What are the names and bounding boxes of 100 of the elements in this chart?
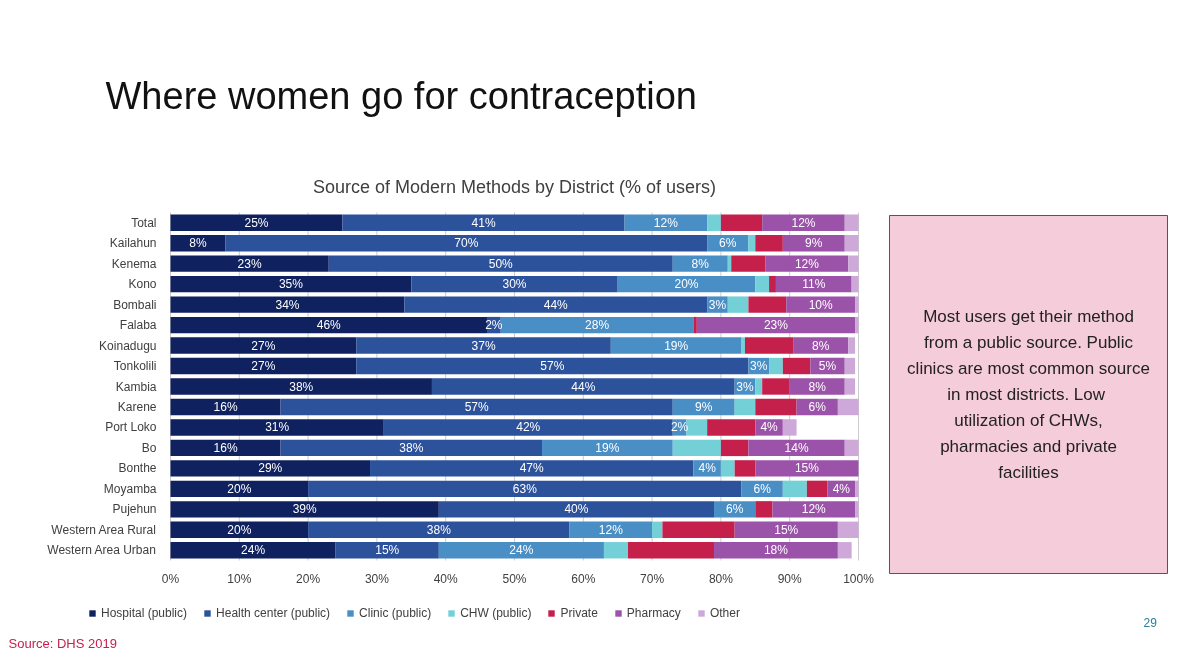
data-label: 30% [502,277,527,292]
bar [720,460,735,477]
bar [789,378,845,395]
bar [837,521,859,538]
bar [837,398,859,416]
data-label: 39% [292,502,317,517]
bar [806,480,828,498]
y-tick-label: Bo [141,440,157,455]
bar [720,214,763,231]
x-tick-label: 20% [296,571,321,586]
bar [610,337,742,354]
data-label: 3% [736,379,754,394]
bar [782,357,811,375]
bar [714,542,838,559]
data-label: 24% [241,543,266,558]
legend-label: Private [560,606,598,620]
bar [342,214,625,231]
bar [170,419,384,436]
data-label: 25% [244,215,269,230]
data-label: 20% [674,277,699,292]
bar [170,439,281,457]
data-label: 9% [695,399,713,414]
data-label: 11% [802,277,826,292]
bar [672,439,721,457]
bar [769,357,783,375]
bar [308,521,570,538]
y-tick-label: Bonthe [118,461,157,476]
bar [855,296,859,313]
bar [727,255,732,272]
bar [844,235,859,252]
data-label: 16% [213,399,238,414]
data-label: 44% [571,379,596,394]
bar [762,378,790,395]
bar [855,316,859,334]
bar [308,480,742,498]
bar [848,255,859,272]
data-label: 6% [725,502,744,517]
data-label: 46% [316,318,342,333]
bar [741,337,745,354]
data-label: 24% [509,543,534,558]
bar [170,398,281,416]
data-label: 4% [698,461,717,476]
y-tick-label: Total [131,215,157,230]
x-tick-label: 30% [364,571,390,586]
bar [837,542,852,559]
legend-label: Health center (public) [216,606,331,620]
bar [170,255,329,272]
bar [280,439,543,457]
bar [755,235,783,252]
text: 29 [1143,616,1158,630]
bar [693,316,697,334]
data-label: 38% [399,440,424,455]
bar [170,275,412,293]
bar [734,521,838,538]
source-note: Source: DHS 2019 [8,636,117,651]
y-tick-label: Kambia [115,379,157,394]
y-tick-label: Kono [128,277,157,292]
bar [170,460,371,477]
x-tick-label: 100% [843,571,875,586]
y-tick-label: Falaba [119,318,157,333]
data-label: 23% [237,256,262,271]
bar [170,501,439,518]
bar [170,521,309,538]
bar [603,542,629,559]
y-tick-label: Koinadugu [99,338,157,353]
bar [844,439,859,457]
data-label: 12% [794,256,820,271]
bar [170,357,357,375]
bar [755,275,770,293]
chart-title: Where women go for contraception [105,74,697,117]
bar [782,419,797,436]
data-label: 35% [278,277,304,292]
y-tick-label: Karene [117,399,157,414]
data-label: 27% [251,359,276,374]
x-tick-label: 80% [708,571,734,586]
bar [170,214,343,231]
bar [707,419,756,436]
bar [720,439,749,457]
bar [383,419,673,436]
bar [848,337,856,354]
bar [438,501,715,518]
bar [170,480,309,498]
data-label: 57% [540,359,565,374]
y-tick-label: Tonkolili [113,359,157,374]
legend-label: Other [709,606,740,620]
bar [672,255,728,272]
bar [786,296,856,313]
y-tick-label: Western Area Rural [51,522,156,537]
bar [769,275,776,293]
data-label: 8% [811,338,830,353]
data-label: 15% [794,461,820,476]
bar [748,296,787,313]
data-label: 6% [808,399,827,414]
data-label: 14% [784,440,809,455]
bar [356,357,749,375]
data-label: 19% [595,440,620,455]
data-label: 20% [227,522,252,537]
data-label: 40% [564,502,589,517]
chart-subtitle: Source of Modern Methods by District (% of users) [312,176,717,197]
bar [755,460,859,477]
